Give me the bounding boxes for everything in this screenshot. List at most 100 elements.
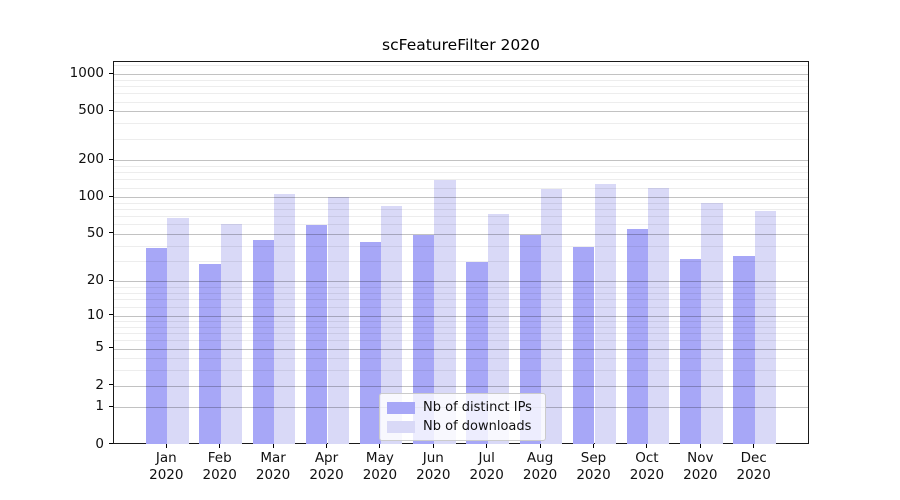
- grid-line-minor: [114, 307, 808, 308]
- grid-line-minor: [114, 138, 808, 140]
- x-tick-label: Jul 2020: [469, 450, 504, 483]
- grid-line-minor: [114, 187, 808, 189]
- x-tick-label: Oct 2020: [629, 450, 665, 483]
- y-tick-mark: [109, 443, 113, 444]
- grid-line-minor: [114, 79, 808, 81]
- y-tick-mark: [109, 314, 113, 316]
- chart-title: scFeatureFilter 2020: [382, 36, 540, 54]
- grid-line-minor: [114, 333, 808, 335]
- x-tick-mark: [699, 444, 701, 448]
- x-tick-label: Aug 2020: [522, 450, 558, 483]
- bar-downloads: [380, 205, 403, 445]
- grid-line-minor: [114, 209, 808, 210]
- grid-line-minor: [114, 179, 808, 181]
- x-tick-mark: [486, 444, 488, 448]
- y-tick-mark: [109, 232, 113, 234]
- y-tick-label: 500: [78, 102, 104, 119]
- y-tick-label: 10: [86, 306, 104, 323]
- x-tick-mark: [219, 444, 221, 448]
- grid-line-major: [114, 111, 808, 113]
- x-tick-mark: [539, 444, 541, 448]
- y-tick-label: 2: [95, 376, 104, 393]
- legend-label-downloads: Nb of downloads: [423, 419, 532, 434]
- grid-line-minor: [114, 286, 808, 288]
- bar-downloads: [754, 211, 777, 445]
- grid-line-minor: [114, 93, 808, 95]
- x-tick-label: May 2020: [362, 450, 398, 483]
- y-tick-mark: [109, 109, 113, 111]
- grid-line-minor: [114, 86, 808, 88]
- y-tick-mark: [109, 195, 113, 197]
- y-tick-label: 0: [95, 435, 104, 452]
- grid-line-minor: [114, 172, 808, 174]
- x-tick-mark: [646, 444, 648, 448]
- grid-line-minor: [114, 299, 808, 301]
- grid-line-major: [114, 74, 808, 76]
- grid-line-major: [114, 160, 808, 162]
- legend-swatch-distinct-ips: [387, 401, 415, 414]
- grid-line-major: [114, 385, 808, 387]
- bar-distinct-ips: [733, 255, 755, 445]
- y-tick-mark: [109, 72, 113, 74]
- bar-downloads: [167, 218, 189, 445]
- grid-line-minor: [114, 202, 808, 204]
- bar-distinct-ips: [145, 248, 168, 445]
- grid-line-minor: [114, 340, 808, 342]
- grid-line-minor: [114, 224, 808, 226]
- bar-downloads: [594, 184, 616, 445]
- y-tick-mark: [109, 279, 113, 281]
- bar-distinct-ips: [306, 225, 328, 445]
- x-tick-label: Jun 2020: [416, 450, 451, 483]
- bar-distinct-ips: [199, 264, 221, 445]
- grid-line-major: [114, 233, 808, 235]
- bar-downloads: [434, 179, 456, 445]
- x-tick-label: Apr 2020: [309, 450, 344, 483]
- x-tick-mark: [272, 444, 274, 448]
- legend-swatch-downloads: [387, 420, 415, 433]
- x-tick-label: Mar 2020: [255, 450, 291, 483]
- bar-downloads: [701, 202, 723, 445]
- x-tick-label: Nov 2020: [683, 450, 718, 483]
- y-tick-mark: [109, 384, 113, 386]
- bar-downloads: [220, 224, 243, 445]
- legend-label-distinct-ips: Nb of distinct IPs: [423, 400, 532, 415]
- y-tick-label: 1000: [69, 65, 104, 82]
- grid-line-major: [114, 281, 808, 283]
- grid-line-minor: [114, 292, 808, 294]
- grid-line-major: [114, 348, 808, 350]
- x-tick-mark: [379, 444, 381, 448]
- grid-line-minor: [114, 260, 808, 262]
- x-tick-label: Jan 2020: [149, 450, 184, 483]
- bar-distinct-ips: [252, 240, 275, 445]
- grid-line-major: [114, 316, 808, 317]
- x-tick-mark: [593, 444, 594, 448]
- bar-downloads: [327, 197, 349, 445]
- legend-item-downloads: Nb of downloads: [387, 419, 537, 434]
- x-tick-mark: [753, 444, 755, 448]
- grid-line-minor: [114, 216, 808, 218]
- y-tick-mark: [109, 346, 113, 348]
- y-tick-mark: [109, 405, 113, 407]
- bars-layer: [114, 62, 808, 445]
- grid-line-major: [114, 197, 808, 199]
- y-tick-mark: [109, 158, 113, 160]
- grid-layer: [114, 62, 808, 443]
- grid-line-minor: [114, 123, 808, 125]
- grid-line-minor: [114, 326, 808, 328]
- grid-line-minor: [114, 321, 808, 323]
- legend: Nb of distinct IPs Nb of downloads: [379, 393, 546, 441]
- x-tick-label: Sep 2020: [576, 450, 611, 483]
- grid-line-minor: [114, 64, 808, 66]
- x-tick-mark: [165, 444, 167, 448]
- y-tick-label: 1: [95, 398, 104, 415]
- y-tick-label: 100: [78, 188, 104, 205]
- grid-line-minor: [114, 101, 808, 103]
- bar-downloads: [647, 187, 670, 445]
- y-tick-label: 200: [78, 151, 104, 168]
- bar-downloads: [487, 213, 510, 445]
- bar-distinct-ips: [519, 234, 542, 445]
- bar-downloads: [274, 194, 296, 445]
- plot-area: [113, 61, 809, 445]
- grid-line-minor: [114, 245, 808, 247]
